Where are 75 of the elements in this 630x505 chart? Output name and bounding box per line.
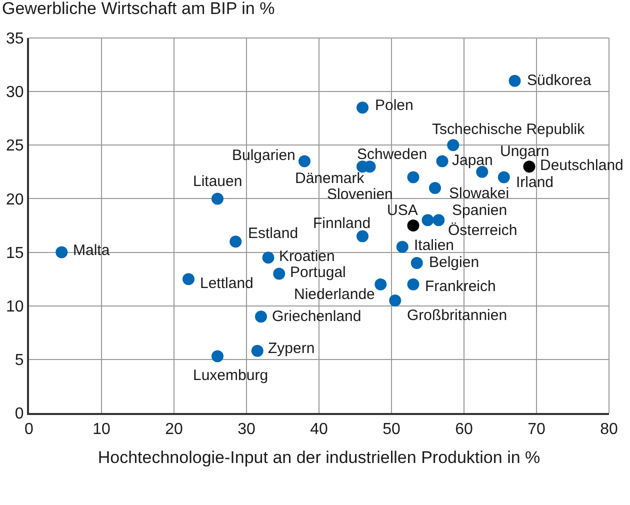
y-tick-label: 0	[14, 406, 24, 423]
annotation: Finnland	[313, 215, 371, 232]
annotation: Österreich	[448, 222, 518, 239]
annotation: Spanien	[452, 202, 508, 219]
point	[56, 246, 68, 258]
point	[356, 230, 368, 242]
point	[447, 139, 460, 152]
point	[389, 294, 402, 306]
x-axis-title: Hochtechnologie-Input an der industriellen Produktion in %	[98, 448, 540, 468]
x-tick-label: 50	[382, 421, 400, 438]
annotation: Deutschland	[540, 157, 624, 174]
annotation: Malta	[73, 242, 110, 259]
y-tick-label: 20	[6, 191, 24, 208]
annotation: Niederlande	[294, 286, 375, 303]
annotation: Portugal	[290, 264, 346, 281]
point	[255, 310, 267, 323]
y-tick-label: 10	[6, 298, 24, 316]
point	[523, 160, 536, 173]
y-tick-label: 15	[6, 244, 24, 262]
annotation: Frankreich	[425, 278, 496, 295]
point	[498, 171, 510, 184]
annotation: Slovenien	[327, 186, 393, 203]
point	[432, 214, 445, 226]
x-tick-label: 30	[238, 421, 256, 438]
point	[212, 350, 224, 362]
point	[396, 240, 408, 253]
annotation: Bulgarien	[232, 147, 296, 164]
annotation: Polen	[375, 97, 414, 114]
annotation: Japan	[452, 152, 493, 169]
x-tick-label: 20	[165, 421, 183, 438]
annotation: Schweden	[357, 146, 428, 163]
annotation: Litauen	[193, 173, 242, 190]
x-tick-label: 60	[455, 421, 473, 438]
annotation: Ungarn	[500, 143, 550, 160]
x-tick-label: 70	[528, 421, 546, 438]
point	[508, 74, 521, 87]
point	[230, 236, 242, 248]
annotation: Dänemark	[295, 170, 365, 187]
x-tick-label: 80	[600, 421, 618, 438]
annotation: Estland	[248, 225, 298, 242]
annotation: Griechenland	[272, 308, 362, 325]
y-tick-label: 30	[6, 84, 24, 102]
y-tick-label: 5	[14, 352, 24, 370]
x-tick-label: 40	[310, 421, 328, 438]
point	[182, 273, 194, 286]
annotation: USA	[387, 202, 418, 219]
annotation: Zypern	[268, 340, 315, 357]
annotation: Lettland	[200, 275, 254, 292]
annotation: Italien	[414, 237, 454, 254]
point	[436, 155, 448, 168]
annotation: Großbritannien	[407, 307, 508, 324]
point	[262, 252, 274, 264]
point	[407, 278, 420, 290]
point	[273, 268, 286, 280]
annotation: Südkorea	[527, 72, 592, 89]
y-tick-label: 25	[6, 138, 24, 155]
point	[410, 257, 423, 269]
annotation: Slowakei	[449, 185, 510, 202]
point	[298, 155, 310, 168]
y-axis-title: Gewerbliche Wirtschaft am BIP in %	[2, 0, 275, 18]
annotation: Luxemburg	[193, 367, 268, 384]
x-tick-label: 10	[92, 421, 110, 438]
point	[422, 214, 434, 226]
point	[407, 171, 420, 184]
annotation: Belgien	[429, 254, 480, 271]
point	[251, 344, 264, 357]
annotation: Tschechische Republik	[432, 121, 586, 138]
annotation: Irland	[516, 174, 554, 191]
point	[407, 220, 420, 232]
annotation: Kroatien	[279, 248, 335, 265]
point	[374, 278, 387, 290]
point	[429, 182, 441, 194]
point	[356, 102, 368, 114]
y-tick-label: 35	[6, 30, 24, 48]
point	[212, 192, 224, 205]
